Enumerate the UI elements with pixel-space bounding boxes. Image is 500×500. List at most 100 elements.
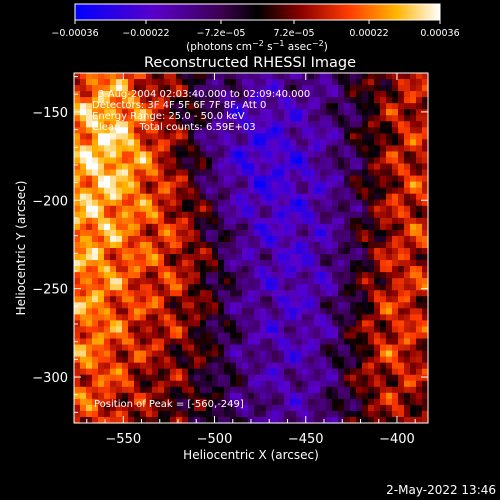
heatmap-cell — [170, 356, 177, 364]
heatmap-cell — [308, 139, 315, 147]
heatmap-cell — [398, 211, 405, 219]
heatmap-cell — [218, 410, 225, 418]
heatmap-cell — [236, 79, 243, 86]
heatmap-cell — [338, 326, 345, 334]
heatmap-cell — [146, 290, 153, 297]
heatmap-cell — [176, 157, 183, 165]
heatmap-cell — [248, 284, 255, 291]
heatmap-cell — [140, 91, 147, 98]
heatmap-cell — [392, 416, 399, 424]
heatmap-cell — [152, 404, 159, 412]
heatmap-cell — [86, 91, 93, 98]
heatmap-cell — [158, 314, 165, 322]
heatmap-cell — [248, 350, 255, 358]
heatmap-cell — [350, 284, 357, 291]
heatmap-cell — [350, 266, 357, 273]
heatmap-cell — [98, 97, 105, 104]
heatmap-cell — [278, 241, 285, 249]
heatmap-cell — [188, 199, 195, 207]
heatmap-cell — [290, 410, 297, 418]
heatmap-cell — [212, 103, 219, 110]
heatmap-cell — [152, 229, 159, 237]
heatmap-cell — [254, 91, 261, 98]
heatmap-cell — [386, 344, 393, 352]
heatmap-cell — [272, 392, 279, 400]
heatmap-cell — [116, 320, 123, 328]
heatmap-cell — [350, 73, 357, 80]
heatmap-cell — [290, 223, 297, 231]
heatmap-cell — [146, 404, 153, 412]
heatmap-cell — [164, 109, 171, 116]
heatmap-cell — [116, 278, 123, 285]
heatmap-cell — [140, 296, 147, 303]
heatmap-cell — [74, 326, 81, 334]
heatmap-cell — [350, 392, 357, 400]
heatmap-cell — [368, 163, 375, 171]
heatmap-cell — [152, 199, 159, 207]
heatmap-cell — [176, 308, 183, 315]
heatmap-cell — [284, 97, 291, 104]
heatmap-cell — [98, 85, 105, 92]
heatmap-cell — [290, 91, 297, 98]
heatmap-cell — [194, 121, 201, 128]
heatmap-cell — [80, 356, 87, 364]
heatmap-cell — [98, 229, 105, 237]
heatmap-cell — [80, 386, 87, 394]
heatmap-cell — [74, 145, 81, 153]
heatmap-cell — [266, 398, 273, 406]
heatmap-cell — [290, 175, 297, 183]
heatmap-cell — [98, 151, 105, 159]
heatmap-cell — [116, 260, 123, 267]
heatmap-cell — [422, 404, 429, 412]
heatmap-cell — [284, 350, 291, 358]
heatmap-cell — [338, 362, 345, 370]
heatmap-cell — [80, 73, 87, 80]
heatmap-cell — [326, 290, 333, 297]
heatmap-cell — [350, 416, 357, 424]
heatmap-cell — [116, 314, 123, 322]
heatmap-cell — [140, 308, 147, 315]
heatmap-cell — [236, 97, 243, 104]
heatmap-cell — [74, 157, 81, 165]
heatmap-cell — [326, 410, 333, 418]
heatmap-cell — [86, 278, 93, 285]
heatmap-cell — [110, 97, 117, 104]
heatmap-cell — [326, 73, 333, 80]
heatmap-cell — [374, 139, 381, 147]
heatmap-cell — [170, 284, 177, 291]
heatmap-cell — [248, 248, 255, 255]
heatmap-cell — [80, 145, 87, 153]
heatmap-cell — [212, 115, 219, 122]
heatmap-cell — [164, 398, 171, 406]
heatmap-cell — [134, 223, 141, 231]
heatmap-cell — [146, 121, 153, 128]
heatmap-cell — [374, 266, 381, 273]
heatmap-cell — [320, 121, 327, 128]
heatmap-cell — [422, 157, 429, 165]
heatmap-cell — [410, 374, 417, 382]
heatmap-cell — [374, 260, 381, 267]
heatmap-cell — [212, 374, 219, 382]
heatmap-cell — [218, 260, 225, 267]
heatmap-cell — [104, 193, 111, 201]
heatmap-cell — [176, 85, 183, 92]
heatmap-cell — [248, 326, 255, 334]
heatmap-cell — [380, 169, 387, 177]
heatmap-cell — [194, 272, 201, 279]
heatmap-cell — [248, 338, 255, 346]
heatmap-cell — [80, 368, 87, 376]
heatmap-cell — [158, 235, 165, 243]
heatmap-cell — [242, 223, 249, 231]
heatmap-cell — [152, 109, 159, 116]
heatmap-cell — [236, 290, 243, 297]
heatmap-cell — [206, 223, 213, 231]
heatmap-cell — [332, 85, 339, 92]
heatmap-cell — [326, 326, 333, 334]
heatmap-cell — [158, 85, 165, 92]
heatmap-cell — [308, 91, 315, 98]
heatmap-cell — [110, 163, 117, 171]
heatmap-cell — [422, 73, 429, 80]
heatmap-cell — [308, 356, 315, 364]
heatmap-cell — [314, 133, 321, 140]
heatmap-cell — [182, 241, 189, 249]
